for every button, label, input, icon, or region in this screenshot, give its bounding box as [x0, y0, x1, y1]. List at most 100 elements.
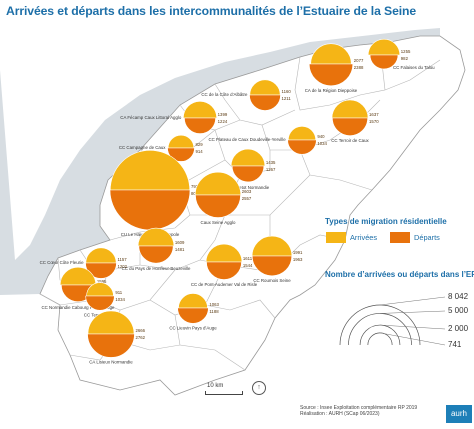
departs-half-circle: [138, 245, 174, 264]
departs-half-circle: [206, 261, 242, 280]
legend-sizes-title: Nombre d’arrivées ou départs dans l’EPCI: [325, 270, 474, 279]
arrivees-half-circle: [87, 310, 135, 335]
arrivees-value: 2603: [242, 189, 252, 194]
epci-label: CC de la Côte d’Albâtre: [201, 92, 248, 97]
epci-label: CC Plateau de Caux Doudeville-Yerville: [208, 137, 286, 142]
epci-label: CC Normandie Cabourg Pays d’Auge: [42, 305, 116, 310]
arrivees-half-circle: [59, 266, 97, 286]
departs-value: 1570: [369, 119, 379, 124]
arrivees-half-circle: [86, 282, 114, 297]
legend-size-circle: [348, 313, 412, 346]
departs-half-circle: [177, 307, 209, 324]
epci-label: CC du Pays de Honfleur-Beuzeville: [122, 266, 191, 271]
departs-half-circle: [369, 54, 399, 70]
arrivees-half-circle: [137, 227, 175, 247]
legend-size-8042: 8 042: [448, 292, 469, 301]
scale-label: 10 km: [207, 383, 224, 389]
departs-half-circle: [332, 117, 368, 136]
arrivees-half-circle: [183, 101, 217, 119]
departs-half-circle: [85, 295, 115, 311]
arrivees-value: 2666: [135, 328, 145, 333]
legend-swatch-departs: [390, 232, 410, 243]
departs-value: 982: [401, 56, 409, 61]
departs-value: 2762: [135, 335, 145, 340]
arrivees-value: 911: [115, 290, 122, 295]
legend-size-5000: 5 000: [448, 306, 469, 315]
epci-label: Caux Seine Agglo: [201, 220, 236, 225]
source-note: Source : Insee Exploitation complémentai…: [300, 405, 417, 418]
departs-value: 1267: [266, 167, 276, 172]
departs-value: 2388: [354, 65, 364, 70]
arrivees-value: 829: [195, 142, 203, 147]
departs-value: 1963: [293, 257, 303, 262]
arrivees-half-circle: [205, 243, 243, 263]
legend-label-departs: Départs: [414, 233, 440, 242]
epci-label: CA Fécamp Caux Littoral Agglo: [120, 115, 182, 120]
arrivees-value: 7926: [191, 184, 201, 189]
arrivees-half-circle: [194, 171, 242, 196]
arrivees-half-circle: [367, 38, 401, 56]
arrivees-half-circle: [310, 43, 352, 65]
arrivees-value: 1399: [218, 112, 228, 117]
legend-leader-line: [379, 332, 446, 346]
legend-size-2000: 2 000: [448, 324, 469, 333]
departs-half-circle: [184, 117, 216, 134]
departs-value: 1034: [115, 297, 125, 302]
arrivees-value: 1435: [266, 160, 276, 165]
arrivees-value: 940: [317, 134, 325, 139]
epci-label: CC de Pont-Audemer Val de Risle: [191, 282, 258, 287]
arrivees-value: 2077: [354, 58, 364, 63]
departs-half-circle: [251, 255, 293, 276]
arrivees-value: 1991: [293, 250, 303, 255]
arrivees-value: 1255: [401, 49, 411, 54]
arrivees-half-circle: [230, 148, 266, 167]
departs-half-circle: [195, 194, 241, 218]
arrivees-value: 1609: [175, 240, 185, 245]
credit-line: Réalisation : AURH (SCap 06/2023): [300, 411, 380, 418]
legend-leader-line: [379, 324, 446, 330]
scale-bar: [205, 391, 243, 395]
source-line: Source : Insee Exploitation complémentai…: [300, 405, 418, 411]
arrivees-value: 1595: [97, 279, 107, 284]
arrivees-half-circle: [109, 150, 191, 191]
epci-label: CC Falaises du Talou: [393, 65, 435, 70]
legend-types-title: Types de migration résidentielle: [325, 217, 447, 226]
departs-half-circle: [249, 94, 281, 111]
departs-value: 1211: [282, 96, 292, 101]
arrivees-half-circle: [251, 235, 293, 257]
departs-value: 1481: [175, 247, 185, 252]
departs-value: 1188: [209, 309, 219, 314]
epci-label: CC Yvetot Normandie: [227, 185, 270, 190]
arrivees-half-circle: [178, 293, 208, 309]
departs-half-circle: [231, 165, 265, 183]
arrivees-value: 1611: [243, 256, 253, 261]
legend-size-741: 741: [448, 340, 462, 349]
departs-half-circle: [87, 333, 135, 358]
map-title: Arrivées et départs dans les intercommun…: [6, 4, 417, 18]
departs-value: 1202: [117, 264, 127, 269]
arrivees-value: 1160: [282, 89, 292, 94]
departs-value: 1034: [317, 141, 327, 146]
arrivees-value: 1063: [209, 302, 219, 307]
arrivees-value: 1157: [117, 257, 127, 262]
departs-half-circle: [308, 63, 354, 87]
arrivees-value: 1637: [369, 112, 379, 117]
departs-value: 914: [195, 149, 203, 154]
departs-half-circle: [167, 147, 195, 162]
sea-area: [0, 28, 440, 295]
epci-label: CC Campagne de Caux: [119, 145, 166, 150]
epci-label: CA de la Région Dieppoise: [305, 88, 358, 93]
aurh-logo: aurh: [446, 405, 472, 423]
epci-label: CC Terroir de Caux: [331, 138, 369, 143]
legend-size-circle: [367, 332, 393, 346]
north-arrow-icon: ↑: [252, 381, 266, 395]
legend-size-circle: [359, 324, 401, 346]
legend-leader-line: [379, 296, 446, 306]
legend-swatch-arrivees: [326, 232, 346, 243]
epci-label: CC Lieuvin Pays d’Auge: [169, 325, 217, 330]
arrivees-half-circle: [85, 247, 117, 264]
arrivees-half-circle: [288, 126, 316, 141]
